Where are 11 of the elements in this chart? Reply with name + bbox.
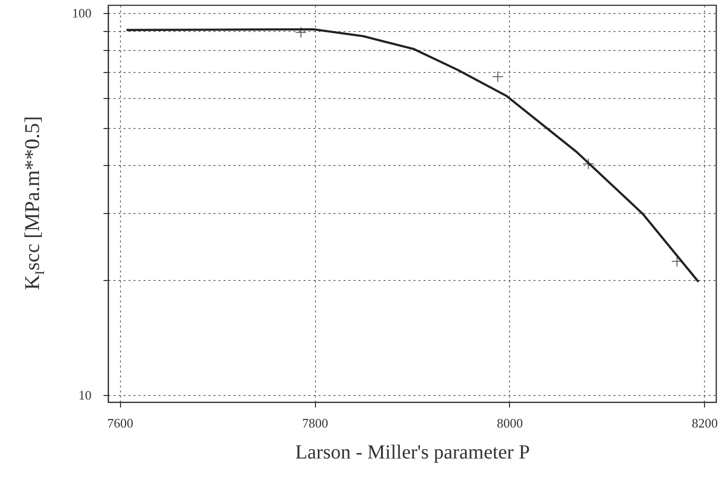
x-tick-label: 7600 (107, 416, 134, 430)
line-series (125, 28, 700, 283)
y-tick-label: 100 (72, 6, 92, 21)
x-axis-title: Larson - Miller's parameter P (295, 442, 530, 464)
x-tick-label: 8200 (692, 416, 718, 430)
point (582, 158, 594, 170)
point (492, 70, 504, 82)
point (295, 26, 307, 38)
y-tick-label: 10 (78, 388, 92, 403)
x-tick-label: 7800 (302, 416, 328, 430)
x-tick-label: 8000 (496, 416, 523, 430)
